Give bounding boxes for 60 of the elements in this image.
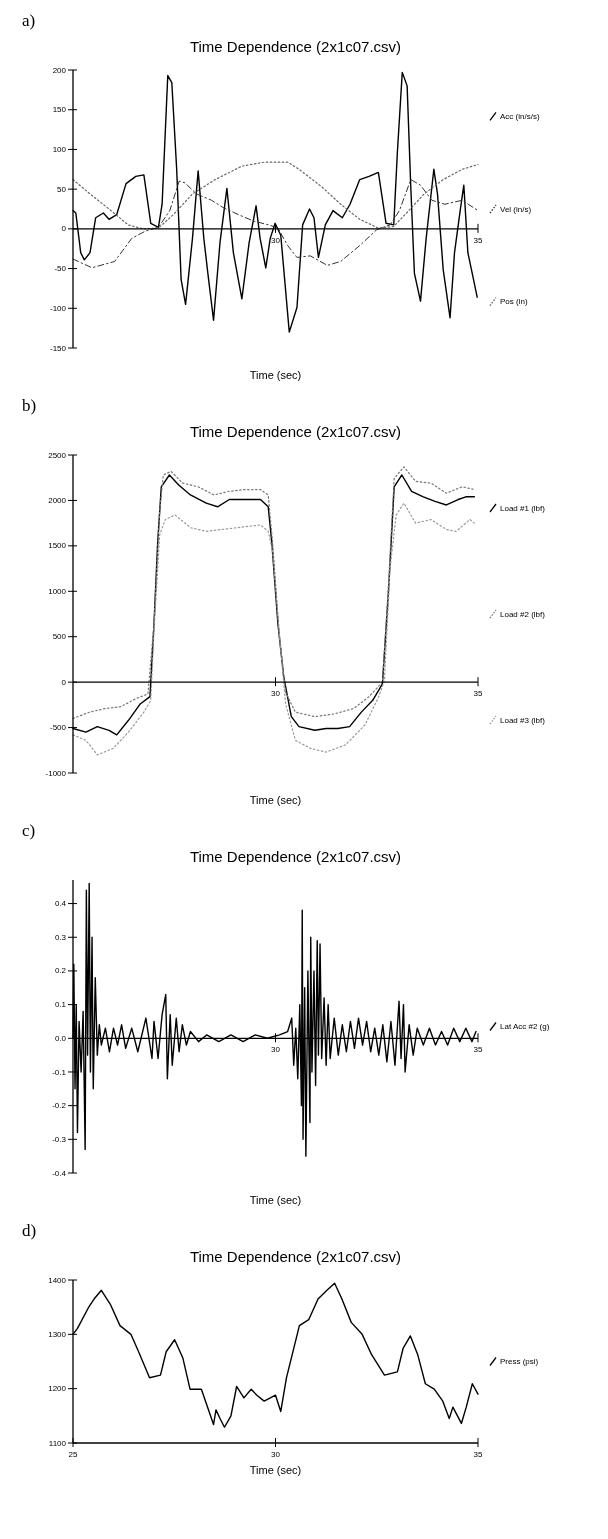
x-tick-label: 35 — [473, 1045, 483, 1055]
y-tick-label: 0.2 — [54, 966, 67, 976]
x-tick-label: 35 — [473, 235, 483, 245]
chart-title: Time Dependence (2x1c07.csv) — [189, 38, 402, 55]
x-tick-label: 30 — [271, 235, 281, 245]
chart-title: Time Dependence (2x1c07.csv) — [189, 1248, 402, 1265]
y-tick-label: -0.3 — [52, 1134, 67, 1144]
x-axis-title: Time (sec) — [249, 1194, 302, 1206]
line-series — [72, 502, 475, 756]
text: a) — [22, 11, 36, 30]
x-axis-title: Time (sec) — [249, 794, 302, 806]
x-tick-label: 25 — [68, 1450, 78, 1459]
y-tick-label: 0.3 — [54, 932, 67, 942]
legend-label: Vel (in/s) — [500, 204, 532, 214]
y-tick-label: 1500 — [48, 541, 67, 551]
x-axis-title: Time (sec) — [249, 1464, 302, 1476]
y-tick-label: -0.4 — [52, 1168, 67, 1178]
y-tick-label: 1100 — [48, 1438, 67, 1448]
y-tick-label: 0.0 — [54, 1033, 67, 1043]
x-tick-label: 35 — [473, 689, 483, 699]
x-tick-label: 35 — [473, 1450, 483, 1459]
legend-label: Load #3 (lbf) — [500, 715, 546, 725]
text: d) — [22, 1221, 37, 1240]
y-tick-label: -0.1 — [52, 1067, 67, 1077]
y-tick-label: 200 — [52, 65, 67, 75]
y-tick-label: 0 — [61, 677, 67, 687]
y-tick-label: -0.2 — [52, 1101, 67, 1111]
x-axis-title: Time (sec) — [249, 369, 302, 381]
y-tick-label: 2000 — [48, 495, 67, 505]
chart-title: Time Dependence (2x1c07.csv) — [189, 848, 402, 865]
y-tick-label: -100 — [49, 303, 67, 313]
y-tick-label: -1000 — [45, 768, 67, 778]
chart-title: Time Dependence (2x1c07.csv) — [189, 423, 402, 440]
y-tick-label: 1400 — [48, 1275, 67, 1285]
y-tick-label: 0.1 — [54, 1000, 67, 1010]
x-tick-label: 30 — [271, 1450, 281, 1459]
y-tick-label: 2500 — [48, 450, 67, 460]
y-tick-label: 50 — [57, 184, 67, 194]
legend-label: Press (psi) — [500, 1357, 539, 1367]
x-tick-label: 30 — [271, 1045, 281, 1055]
y-tick-label: 500 — [52, 632, 67, 642]
legend-label: Load #1 (lbf) — [500, 503, 546, 513]
legend-label: Load #2 (lbf) — [500, 609, 546, 619]
y-tick-label: 150 — [52, 105, 67, 115]
text: b) — [22, 396, 37, 415]
y-tick-label: 1200 — [48, 1384, 67, 1394]
legend-label: Lat Acc #2 (g) — [500, 1022, 550, 1032]
y-tick-label: -50 — [54, 264, 67, 274]
legend-label: Pos (in) — [500, 297, 528, 307]
x-tick-label: 30 — [271, 689, 281, 699]
y-tick-label: 100 — [52, 144, 67, 154]
legend-label: Acc (in/s/s) — [500, 111, 540, 121]
y-tick-label: 0.4 — [54, 899, 67, 909]
y-tick-label: 1000 — [48, 586, 67, 596]
y-tick-label: 1300 — [48, 1329, 67, 1339]
y-tick-label: -500 — [49, 723, 67, 733]
line-series — [72, 161, 479, 230]
text: c) — [22, 821, 36, 840]
y-tick-label: -150 — [49, 343, 67, 353]
y-tick-label: 0 — [61, 224, 67, 234]
